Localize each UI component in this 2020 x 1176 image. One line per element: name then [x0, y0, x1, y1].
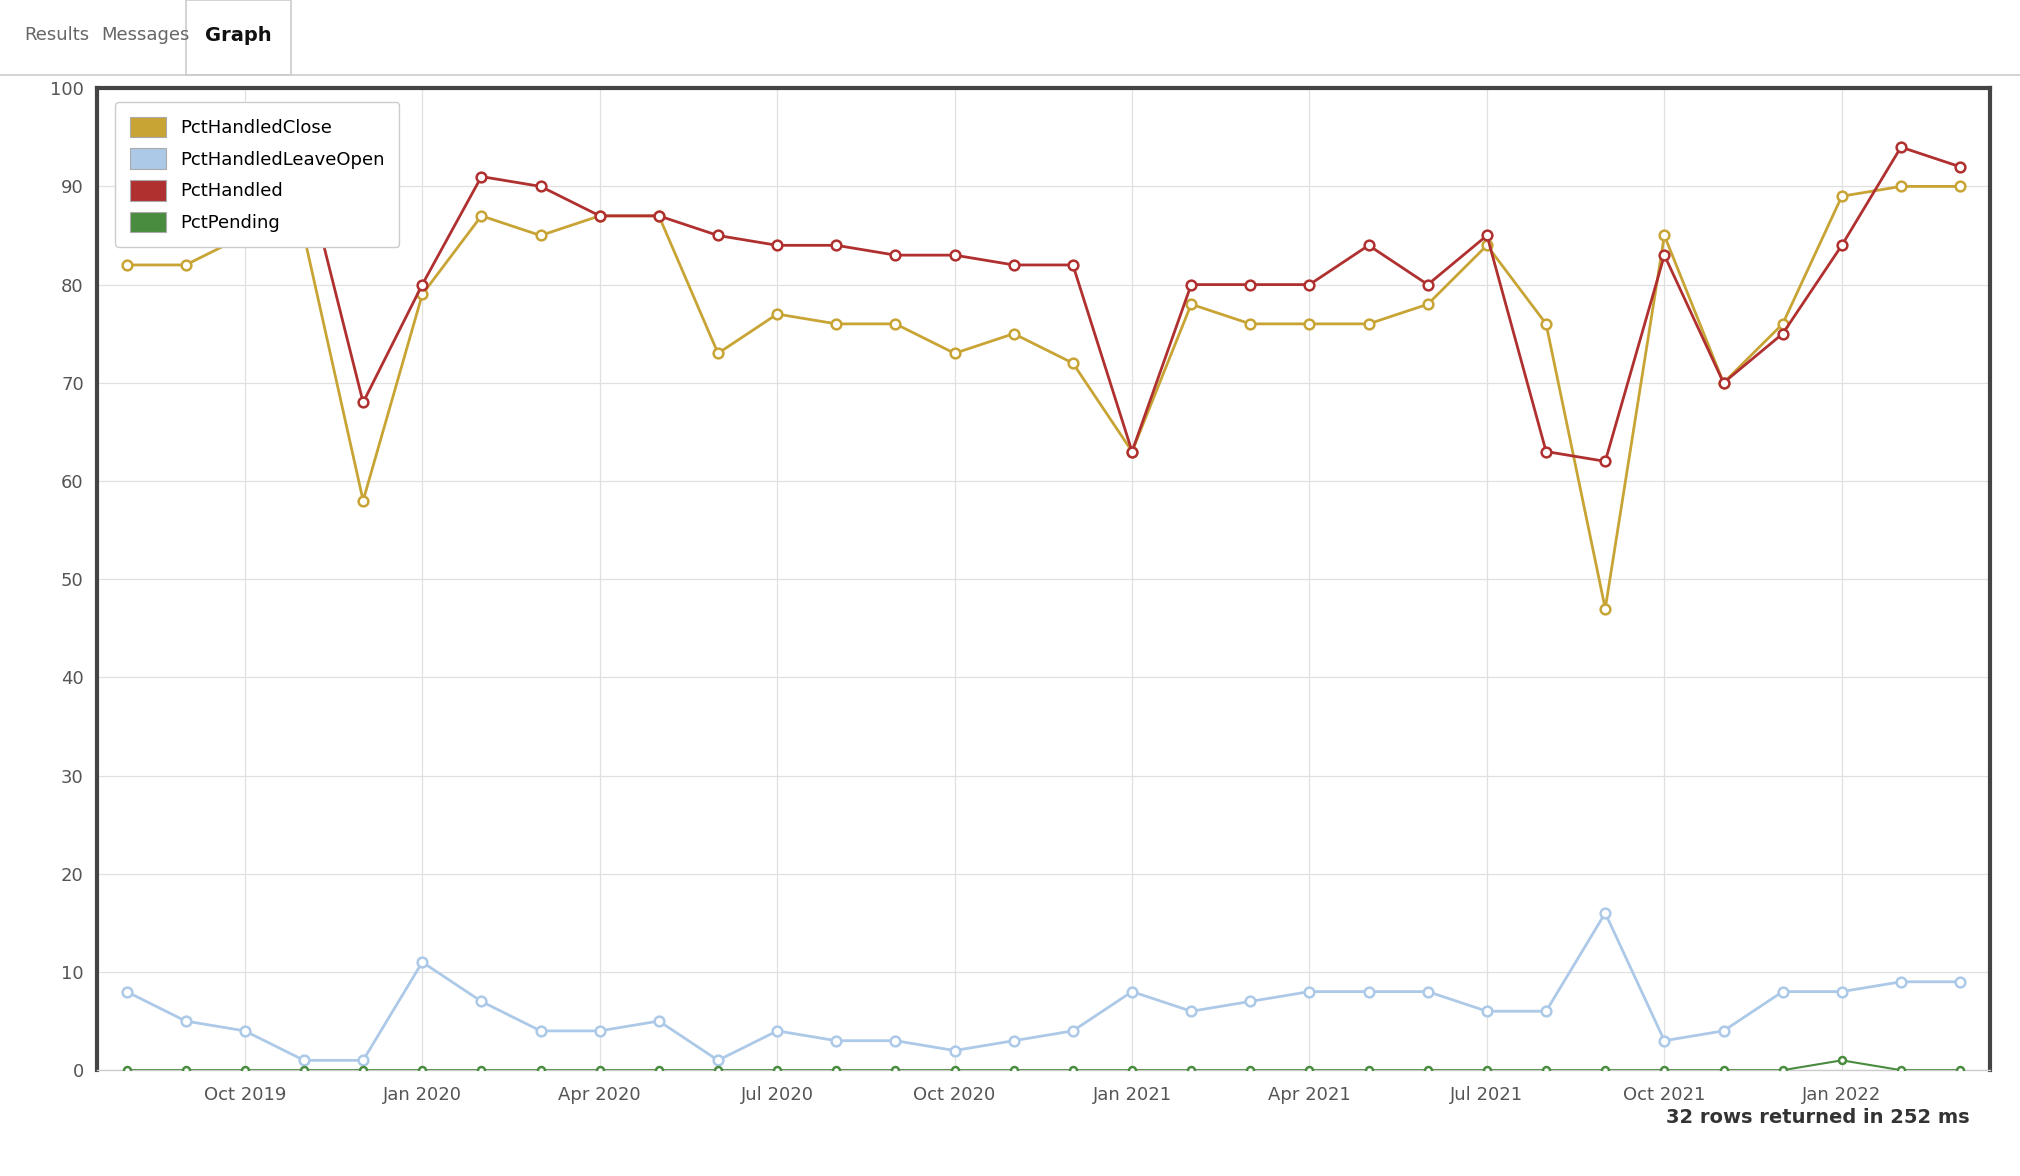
- Text: Messages: Messages: [101, 26, 190, 45]
- Legend: PctHandledClose, PctHandledLeaveOpen, PctHandled, PctPending: PctHandledClose, PctHandledLeaveOpen, Pc…: [115, 102, 400, 247]
- Text: 32 rows returned in 252 ms: 32 rows returned in 252 ms: [1666, 1108, 1970, 1128]
- Text: Results: Results: [24, 26, 89, 45]
- FancyBboxPatch shape: [186, 0, 291, 75]
- Text: Graph: Graph: [206, 26, 271, 45]
